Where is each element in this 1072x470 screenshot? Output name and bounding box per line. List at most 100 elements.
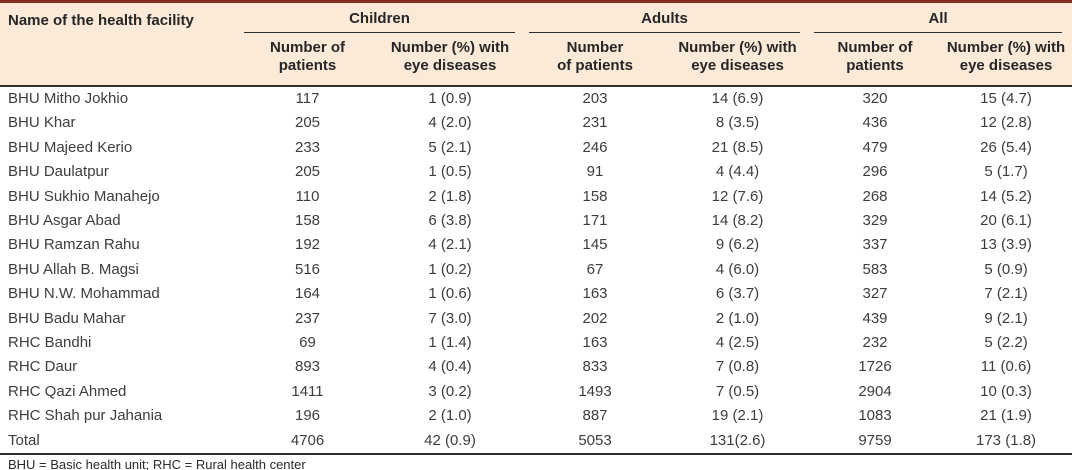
health-facility-table: Name of the health facility Children Adu…	[0, 3, 1072, 456]
value-cell: 7 (2.1)	[984, 285, 1028, 303]
value-cell: 1411	[291, 382, 324, 400]
value-cell: 15 (4.7)	[980, 90, 1032, 107]
value-cell: 5 (2.2)	[984, 334, 1028, 352]
table-row: RHC Qazi Ahmed 1411 3 (0.2) 1493 7 (0.5) 2904…	[0, 380, 1072, 404]
value-cell: 21 (8.5)	[711, 138, 764, 156]
table-row: BHU Ramzan Rahu 192 4 (2.1) 145 9 (6.2) 337 13…	[0, 233, 1072, 257]
group-header-children-label: Children	[244, 10, 515, 33]
value-cell: 7 (3.0)	[428, 309, 472, 327]
facility-name-cell: BHU Khar	[8, 114, 76, 132]
value-cell: 173 (1.8)	[940, 428, 1072, 456]
facility-name-cell: BHU Asgar Abad	[8, 212, 121, 230]
value-cell: 583	[862, 260, 888, 278]
facility-name-cell: RHC Daur	[8, 358, 78, 376]
value-cell: 20 (6.1)	[980, 212, 1032, 230]
value-cell: 1 (1.4)	[428, 334, 472, 352]
value-cell: 19 (2.1)	[711, 407, 764, 425]
column-header-children-eye-diseases: Number (%) with eye diseases	[375, 33, 525, 87]
column-header-all-eye-diseases: Number (%) with eye diseases	[940, 33, 1072, 87]
facility-name-cell: BHU Sukhio Manahejo	[8, 187, 160, 205]
value-cell: 2 (1.0)	[715, 309, 760, 327]
value-cell: 158	[582, 187, 608, 205]
value-cell: 7 (0.5)	[715, 382, 760, 400]
facility-name-cell: BHU Badu Mahar	[8, 309, 126, 327]
value-cell: 145	[582, 236, 608, 254]
value-cell: 320	[862, 90, 888, 107]
facility-name-cell: BHU Daulatpur	[8, 163, 109, 181]
value-cell: 158	[294, 212, 321, 230]
value-cell: 1726	[858, 358, 892, 376]
group-header-adults-label: Adults	[529, 10, 801, 33]
value-cell: 337	[862, 236, 888, 254]
value-cell: 4706	[240, 428, 375, 456]
value-cell: 12 (7.6)	[711, 187, 764, 205]
facility-name-cell: Total	[0, 428, 240, 456]
value-cell: 69	[299, 334, 316, 352]
value-cell: 5053	[525, 428, 665, 456]
value-cell: 296	[862, 163, 888, 181]
value-cell: 329	[862, 212, 888, 230]
value-cell: 91	[586, 163, 604, 181]
value-cell: 2904	[858, 382, 892, 400]
value-cell: 9 (6.2)	[715, 236, 760, 254]
value-cell: 131(2.6)	[665, 428, 811, 456]
value-cell: 6 (3.7)	[715, 285, 760, 303]
facility-name-cell: RHC Bandhi	[8, 334, 92, 352]
value-cell: 202	[582, 309, 608, 327]
value-cell: 1493	[578, 382, 612, 400]
value-cell: 887	[582, 407, 608, 425]
value-cell: 5 (0.9)	[984, 260, 1028, 278]
value-cell: 203	[582, 90, 608, 107]
group-header-adults: Adults	[525, 3, 811, 33]
value-cell: 163	[582, 285, 608, 303]
table-row: BHU N.W. Mohammad 164 1 (0.6) 163 6 (3.7) 327…	[0, 282, 1072, 306]
value-cell: 893	[294, 358, 321, 376]
value-cell: 42 (0.9)	[375, 428, 525, 456]
value-cell: 246	[582, 138, 608, 156]
value-cell: 4 (0.4)	[428, 358, 472, 376]
value-cell: 231	[582, 114, 608, 132]
facility-name-cell: RHC Shah pur Jahania	[8, 407, 163, 425]
value-cell: 4 (2.5)	[715, 334, 760, 352]
value-cell: 3 (0.2)	[428, 382, 472, 400]
value-cell: 205	[294, 114, 321, 132]
table-row: BHU Daulatpur 205 1 (0.5) 91 4 (4.4) 296 5 (1.…	[0, 160, 1072, 184]
value-cell: 163	[582, 334, 608, 352]
value-cell: 12 (2.8)	[980, 114, 1032, 132]
total-row: Total 4706 42 (0.9) 5053 131(2.6) 9759 173 (1.…	[0, 428, 1072, 456]
group-header-children: Children	[240, 3, 525, 33]
table-row: BHU Mitho Jokhio 117 1 (0.9) 203 14 (6.9) 320…	[0, 86, 1072, 111]
column-header-children-patients: Number of patients	[240, 33, 375, 87]
value-cell: 233	[294, 138, 321, 156]
table-row: BHU Allah B. Magsi 516 1 (0.2) 67 4 (6.0) 583…	[0, 258, 1072, 282]
value-cell: 14 (6.9)	[711, 90, 764, 107]
value-cell: 436	[862, 114, 888, 132]
value-cell: 110	[295, 187, 320, 205]
table-row: BHU Majeed Kerio 233 5 (2.1) 246 21 (8.5) 479…	[0, 136, 1072, 160]
table-row: RHC Daur 893 4 (0.4) 833 7 (0.8) 1726 11 (0.6)	[0, 355, 1072, 379]
value-cell: 1 (0.6)	[428, 285, 472, 303]
value-cell: 5 (2.1)	[428, 138, 472, 156]
value-cell: 1 (0.9)	[428, 90, 472, 107]
value-cell: 6 (3.8)	[428, 212, 472, 230]
value-cell: 2 (1.8)	[428, 187, 472, 205]
value-cell: 14 (5.2)	[980, 187, 1032, 205]
value-cell: 1 (0.2)	[428, 260, 472, 278]
column-header-all-patients: Number of patients	[810, 33, 941, 87]
table-header: Name of the health facility Children Adu…	[0, 3, 1072, 87]
value-cell: 516	[294, 260, 321, 278]
value-cell: 439	[862, 309, 888, 327]
value-cell: 21 (1.9)	[980, 407, 1032, 425]
value-cell: 117	[295, 90, 320, 107]
column-header-facility-name: Name of the health facility	[0, 3, 240, 87]
value-cell: 268	[862, 187, 888, 205]
value-cell: 196	[294, 407, 321, 425]
value-cell: 479	[862, 138, 888, 156]
value-cell: 1 (0.5)	[428, 163, 472, 181]
value-cell: 10 (0.3)	[980, 382, 1032, 400]
table-row: BHU Asgar Abad 158 6 (3.8) 171 14 (8.2) 329 20…	[0, 209, 1072, 233]
value-cell: 1083	[858, 407, 892, 425]
table-body: BHU Mitho Jokhio 117 1 (0.9) 203 14 (6.9) 320…	[0, 86, 1072, 456]
table-row: RHC Shah pur Jahania 196 2 (1.0) 887 19 (2.1…	[0, 404, 1072, 428]
